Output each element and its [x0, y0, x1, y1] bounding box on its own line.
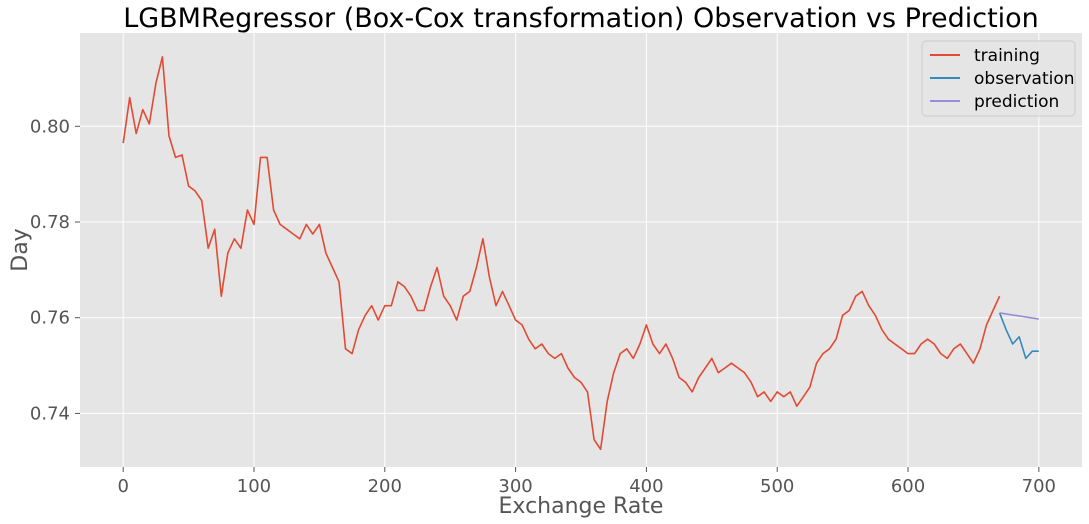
- plot-area: [80, 33, 1082, 467]
- gridlines: [80, 33, 1082, 467]
- series-line-observation: [998, 312, 1039, 360]
- legend-label-training: training: [974, 46, 1040, 66]
- x-axis: 0 100 200 300 400 500 600 700: [117, 467, 1056, 497]
- y-tick-label: 0.80: [30, 116, 70, 137]
- y-axis-label: Day: [8, 228, 33, 271]
- legend-label-observation: observation: [974, 69, 1075, 89]
- x-tick-label: 700: [1022, 476, 1056, 497]
- chart-title: LGBMRegressor (Box-Cox transformation) O…: [123, 3, 1039, 34]
- legend: training observation prediction: [921, 40, 1076, 117]
- legend-box: [921, 40, 1076, 117]
- x-tick-label: 200: [368, 476, 402, 497]
- y-axis: 0.74 0.76 0.78 0.80: [30, 116, 80, 424]
- x-axis-label: Exchange Rate: [499, 494, 664, 519]
- x-tick-label: 300: [498, 476, 532, 497]
- series-lines: [122, 56, 1039, 451]
- x-tick-label: 500: [760, 476, 794, 497]
- x-tick-label: 100: [237, 476, 271, 497]
- series-line-prediction: [999, 312, 1039, 320]
- x-tick-label: 400: [629, 476, 663, 497]
- series-line-training: [122, 56, 1001, 451]
- y-tick-label: 0.74: [30, 403, 70, 424]
- y-tick-label: 0.78: [30, 212, 70, 233]
- y-tick-label: 0.76: [30, 308, 70, 329]
- legend-label-prediction: prediction: [974, 92, 1059, 112]
- x-tick-label: 0: [117, 476, 128, 497]
- x-tick-label: 600: [891, 476, 925, 497]
